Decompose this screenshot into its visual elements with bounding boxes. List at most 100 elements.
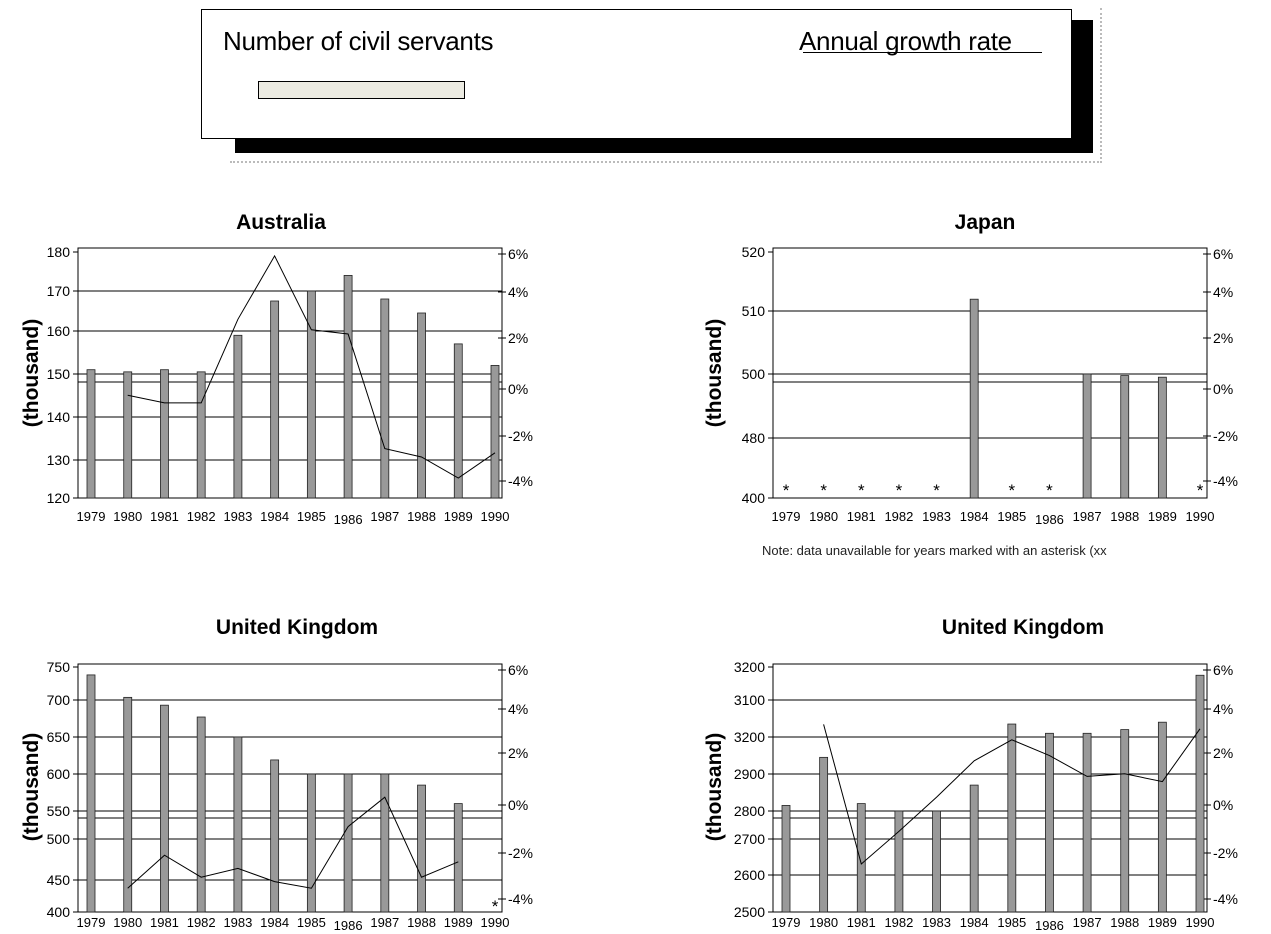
x-tick-label: 1987	[370, 509, 399, 524]
plot-frame	[772, 663, 1208, 913]
bar	[380, 298, 390, 499]
legend-line-label: Annual growth rate	[799, 26, 1012, 56]
legend: Number of civil servants Annual growth r…	[201, 9, 1072, 139]
right-tick-label: -4%	[508, 473, 533, 489]
chart-title: Japan	[955, 211, 1016, 234]
left-tick-label: 3100	[734, 692, 765, 708]
bar	[1157, 376, 1167, 499]
x-tick-label: 1985	[297, 915, 326, 930]
x-tick-label: 1982	[884, 915, 913, 930]
x-tick-label: 1986	[334, 918, 363, 933]
bar	[306, 290, 316, 499]
right-tick-label: -2%	[1213, 428, 1238, 444]
bar	[196, 716, 206, 913]
bar	[233, 736, 243, 913]
x-tick-label: 1980	[809, 915, 838, 930]
bar	[969, 298, 979, 499]
x-tick-label: 1981	[150, 915, 179, 930]
bar	[233, 334, 243, 499]
x-tick-label: 1984	[260, 509, 289, 524]
x-tick-label: 1988	[1110, 915, 1139, 930]
x-tick-label: 1989	[1148, 509, 1177, 524]
right-tick-label: 6%	[508, 662, 528, 678]
right-tick-label: 0%	[1213, 381, 1233, 397]
x-tick-label: 1982	[884, 509, 913, 524]
x-tick-label: 1985	[997, 915, 1026, 930]
missing-data-asterisk: *	[1009, 481, 1016, 500]
x-tick-label: 1980	[809, 509, 838, 524]
right-tick-label: -4%	[508, 891, 533, 907]
left-tick-label: 150	[47, 366, 71, 382]
bar	[196, 371, 206, 499]
missing-data-asterisk: *	[820, 481, 827, 500]
bar	[380, 773, 390, 913]
bar	[270, 300, 280, 499]
missing-data-asterisk: *	[933, 481, 940, 500]
x-tick-label: 1982	[187, 915, 216, 930]
left-tick-label: 2600	[734, 867, 765, 883]
right-tick-label: -4%	[1213, 473, 1238, 489]
bar	[343, 274, 353, 499]
chart-title: United Kingdom	[942, 616, 1104, 639]
left-tick-label: 2700	[734, 831, 765, 847]
right-tick-label: 4%	[508, 284, 528, 300]
right-tick-label: -2%	[508, 845, 533, 861]
left-tick-label: 750	[47, 659, 71, 675]
y-axis-label: (thousand)	[20, 319, 43, 427]
x-tick-label: 1985	[997, 509, 1026, 524]
x-tick-label: 1984	[960, 509, 989, 524]
right-tick-label: 6%	[1213, 246, 1233, 262]
left-tick-label: 3200	[734, 659, 765, 675]
x-tick-label: 1987	[1073, 915, 1102, 930]
x-tick-label: 1979	[772, 915, 801, 930]
bar	[160, 369, 169, 499]
plot-frame	[77, 247, 503, 499]
x-tick-label: 1988	[407, 509, 436, 524]
missing-data-asterisk: *	[858, 481, 865, 500]
chart-title: United Kingdom	[216, 616, 378, 639]
right-tick-label: 4%	[508, 701, 528, 717]
right-tick-label: 2%	[508, 330, 528, 346]
left-tick-label: 3200	[734, 729, 765, 745]
x-tick-label: 1986	[1035, 512, 1064, 527]
bar	[306, 773, 316, 913]
bar	[1120, 729, 1130, 913]
bar	[1195, 674, 1205, 913]
x-tick-label: 1986	[1035, 918, 1064, 933]
right-tick-label: 0%	[508, 797, 528, 813]
missing-data-asterisk: *	[1046, 481, 1053, 500]
missing-data-note: Note: data unavailable for years marked …	[762, 543, 1107, 558]
x-tick-label: 1983	[223, 915, 252, 930]
bar	[160, 704, 169, 913]
bar	[417, 784, 426, 913]
x-tick-label: 1981	[847, 915, 876, 930]
left-tick-label: 500	[47, 831, 71, 847]
bar	[1007, 723, 1017, 913]
x-tick-label: 1979	[77, 915, 106, 930]
x-tick-label: 1983	[922, 915, 951, 930]
left-tick-label: 480	[742, 430, 766, 446]
legend-bars-label: Number of civil servants	[223, 26, 494, 56]
legend-frame-dotted	[230, 8, 1102, 163]
x-tick-label: 1983	[922, 509, 951, 524]
bar	[123, 696, 133, 913]
x-tick-label: 1988	[1110, 509, 1139, 524]
x-tick-label: 1990	[481, 509, 510, 524]
left-tick-label: 130	[47, 452, 71, 468]
x-tick-label: 1984	[960, 915, 989, 930]
y-axis-label: (thousand)	[703, 733, 726, 841]
x-tick-label: 1981	[847, 509, 876, 524]
x-tick-label: 1984	[260, 915, 289, 930]
left-tick-label: 140	[47, 409, 71, 425]
right-tick-label: -4%	[1213, 891, 1238, 907]
legend-line-swatch	[803, 52, 1042, 53]
bar	[781, 805, 791, 913]
bar	[123, 371, 133, 499]
left-tick-label: 2800	[734, 803, 765, 819]
x-tick-label: 1980	[113, 915, 142, 930]
left-tick-label: 120	[47, 490, 71, 506]
left-tick-label: 700	[47, 692, 71, 708]
legend-bar-swatch	[258, 81, 465, 99]
bar	[856, 803, 866, 913]
